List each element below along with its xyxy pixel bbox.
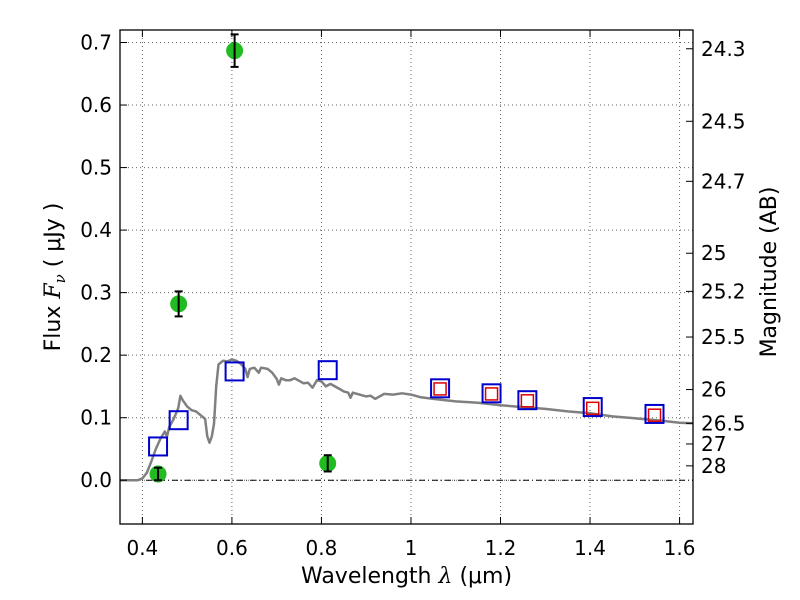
y-tick-label: 0.6 [80,93,112,117]
model-spectrum-line [120,358,694,482]
right-tick-label: 25.5 [701,325,746,349]
x-axis-label: Wavelength λ (μm) [301,564,512,589]
x-tick-label: 0.4 [126,536,158,560]
y-tick-label: 0.0 [80,468,112,492]
right-tick-label: 26.5 [701,411,746,435]
x-tick-label: 1.6 [664,536,696,560]
y-tick-label: 0.7 [80,31,112,55]
grid [120,30,693,524]
model-square-blue [224,361,245,382]
model-square-blue [168,410,189,431]
model-square-blue [430,378,451,399]
right-tick-label: 25 [701,241,726,265]
y-tick-label: 0.1 [80,406,112,430]
y-tick-label: 0.4 [80,218,112,242]
axis-ticks: 0.4 0.6 0.8 1 1.2 1.4 1.6 0.0 0.1 0.2 0.3 0.4 0.5 0.6… [80,30,746,560]
right-tick-label: 25.2 [701,279,746,303]
y-axis-label: Flux Fν ( μJy ) [41,203,69,352]
model-square-blue [148,436,169,457]
model-square-blue [317,360,338,381]
model-square-red [433,382,447,396]
x-tick-label: 0.6 [216,536,248,560]
y-tick-label: 0.2 [80,343,112,367]
model-square-red [520,394,535,408]
x-tick-label: 1 [405,536,418,560]
model-square-blue [517,390,538,411]
x-tick-label: 1.4 [574,536,606,560]
model-square-blue [582,397,603,418]
data-points [148,33,665,483]
y-tick-label: 0.3 [80,281,112,305]
right-tick-label: 27 [701,432,726,456]
model-square-blue [481,383,502,404]
right-tick-label: 24.5 [701,109,746,133]
right-axis-label: Magnitude (AB) [757,187,782,358]
right-tick-label: 24.3 [701,37,746,61]
model-square-red [585,401,600,416]
x-tick-label: 1.2 [485,536,517,560]
right-tick-label: 24.7 [701,169,746,193]
x-tick-label: 0.8 [306,536,338,560]
plot-frame [119,29,694,525]
model-square-red [484,387,499,401]
model-square-blue [644,403,665,424]
right-tick-label: 28 [701,454,726,478]
model-square-red [647,408,662,422]
right-tick-label: 26 [701,378,726,402]
y-tick-label: 0.5 [80,156,112,180]
